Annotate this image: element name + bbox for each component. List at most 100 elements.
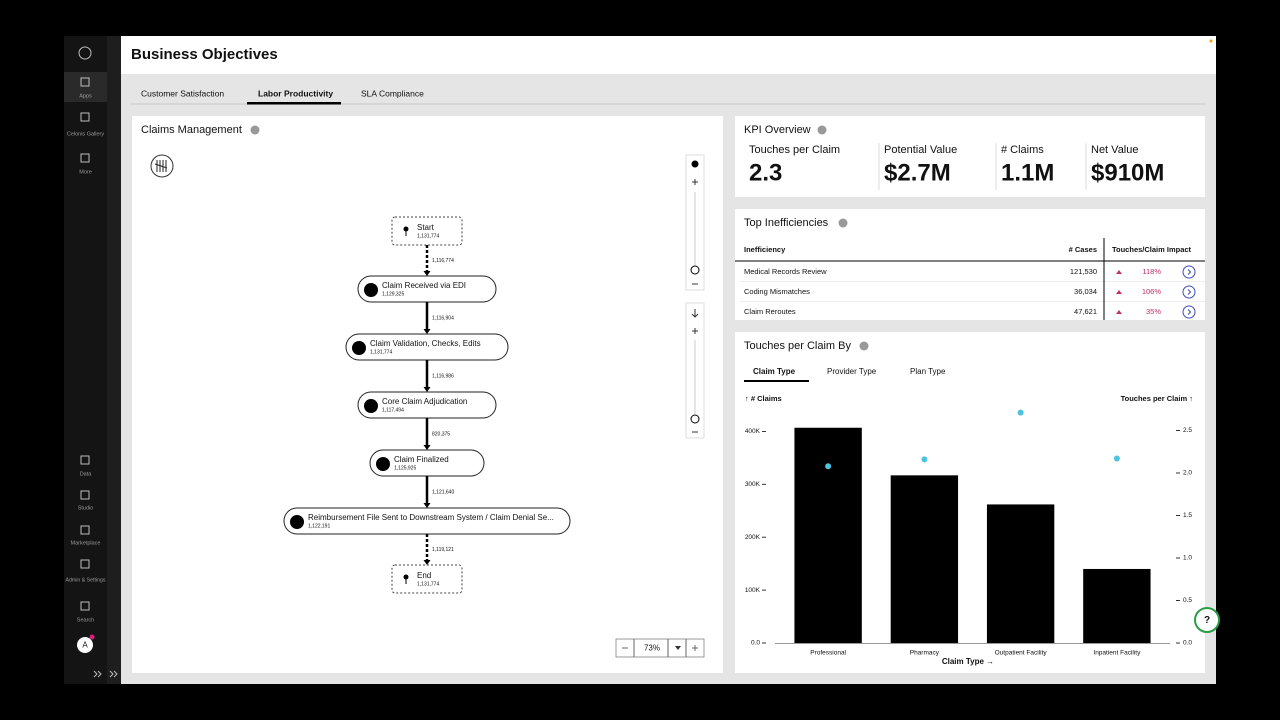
edge-arrow	[423, 271, 431, 276]
sidebar-icon[interactable]	[80, 490, 90, 500]
row-detail-button[interactable]	[1182, 305, 1196, 319]
sidebar-label[interactable]: Search	[77, 617, 94, 623]
bar	[890, 475, 959, 643]
sidebar-icon[interactable]	[80, 112, 90, 122]
edge-label: 1,121,640	[432, 489, 454, 495]
sidebar-icon[interactable]	[80, 153, 90, 163]
sub-tab[interactable]: Claim Type	[753, 367, 796, 376]
node-label: Claim Received via EDI	[382, 281, 466, 290]
collapse-strip	[107, 36, 121, 684]
row-impact: 118%	[1142, 267, 1161, 276]
row-detail-arrow	[1187, 289, 1192, 295]
row-detail-button[interactable]	[1182, 285, 1196, 299]
node-count: 1,131,774	[417, 581, 439, 587]
sidebar-label[interactable]: Studio	[78, 505, 94, 511]
kpi-dividers	[878, 143, 1087, 190]
logo	[78, 46, 92, 60]
sub-tab[interactable]: Plan Type	[910, 367, 946, 376]
row-impact: 106%	[1142, 287, 1162, 296]
sidebar-active	[64, 72, 107, 102]
row-impact: 35%	[1146, 307, 1161, 316]
slider-handle[interactable]	[690, 414, 700, 424]
row-name: Coding Mismatches	[744, 287, 810, 296]
activity-icon	[290, 515, 304, 529]
y-tick-label: 200K	[745, 534, 761, 541]
edge-label: 820,375	[432, 431, 450, 437]
panel-title: Claims Management	[141, 124, 242, 136]
column-header: # Cases	[1069, 245, 1097, 254]
sidebar-label[interactable]: Apps	[79, 93, 92, 99]
kpi-label: Potential Value	[884, 144, 957, 156]
node-label: Core Claim Adjudication	[382, 397, 467, 406]
node-label: Claim Finalized	[394, 455, 449, 464]
slider-buttons[interactable]	[691, 309, 699, 433]
zoom-buttons[interactable]	[622, 639, 698, 657]
sidebar-icon[interactable]	[80, 601, 90, 611]
sidebar-icon[interactable]	[80, 455, 90, 465]
row-name: Claim Reroutes	[744, 307, 796, 316]
point	[825, 463, 832, 470]
sidebar-label[interactable]: Admin & Settings	[66, 577, 106, 583]
sidebar-label[interactable]: Celonis Gallery	[67, 131, 105, 137]
y2-tick-label: 1.0	[1183, 555, 1192, 562]
kpi-label: Touches per Claim	[749, 144, 840, 156]
edge-label: 1,116,904	[432, 315, 454, 321]
sidebar-label[interactable]: More	[79, 169, 92, 175]
edge-label: 1,116,774	[432, 258, 454, 264]
edge-arrow	[423, 560, 431, 565]
row-rules	[740, 281, 1205, 302]
tab[interactable]: Customer Satisfaction	[141, 88, 224, 98]
node-count: 1,117,494	[382, 407, 404, 413]
point	[921, 456, 928, 463]
y2-axis-title: Touches per Claim ↑	[1121, 394, 1193, 403]
sidebar-label[interactable]: Data	[80, 471, 93, 477]
row-detail-button[interactable]	[1182, 265, 1196, 279]
node-count: 1,131,774	[417, 233, 439, 239]
info-icons	[250, 125, 869, 351]
tab[interactable]: Labor Productivity	[258, 88, 333, 98]
slider-handle[interactable]	[690, 265, 700, 275]
status-dot	[1209, 39, 1213, 43]
sidebar-icon[interactable]	[80, 525, 90, 535]
terminal-icon	[403, 574, 409, 580]
node-count: 1,122,191	[308, 523, 330, 529]
bar	[794, 427, 862, 643]
terminal-node[interactable]	[391, 216, 463, 246]
node-label: Start	[417, 223, 435, 232]
edge-arrow	[423, 387, 431, 392]
avatar-initial: A	[82, 641, 88, 650]
node-label: Claim Validation, Checks, Edits	[370, 339, 481, 348]
edge-label: 1,116,986	[432, 373, 454, 379]
column-header: Inefficiency	[744, 245, 786, 254]
tab[interactable]: SLA Compliance	[361, 88, 424, 98]
terminal-icon	[403, 226, 409, 232]
sidebar-label[interactable]: Marketplace	[71, 540, 101, 546]
help-button[interactable]	[1194, 607, 1220, 633]
point	[1113, 455, 1120, 462]
y2-tick-label: 2.5	[1183, 427, 1192, 434]
kpi-value: 2.3	[749, 159, 782, 186]
sidebar-icon[interactable]	[80, 77, 90, 87]
y2-tick-label: 1.5	[1183, 512, 1192, 519]
y2-tick-label: 2.0	[1183, 470, 1192, 477]
expand-icon[interactable]	[93, 670, 118, 678]
y2-tick-label: 0.5	[1183, 597, 1192, 604]
row-name: Medical Records Review	[744, 267, 827, 276]
help-label[interactable]: ?	[1204, 615, 1210, 626]
impact-icon	[1116, 270, 1122, 274]
row-cases: 36,034	[1074, 287, 1097, 296]
sidebar-icon[interactable]	[80, 559, 90, 569]
node-count: 1,125,925	[394, 465, 416, 471]
kpi-value: $2.7M	[884, 159, 951, 186]
slider-buttons[interactable]	[692, 179, 698, 285]
active-tab-underline	[247, 102, 341, 105]
zoom-level: 73%	[644, 644, 660, 653]
avatar-badge	[89, 634, 95, 640]
sub-tab[interactable]: Provider Type	[827, 367, 877, 376]
activity-icon	[352, 341, 366, 355]
row-detail-arrow	[1187, 269, 1192, 275]
avatar[interactable]	[77, 637, 93, 653]
zoom-dropdown[interactable]	[675, 646, 681, 650]
